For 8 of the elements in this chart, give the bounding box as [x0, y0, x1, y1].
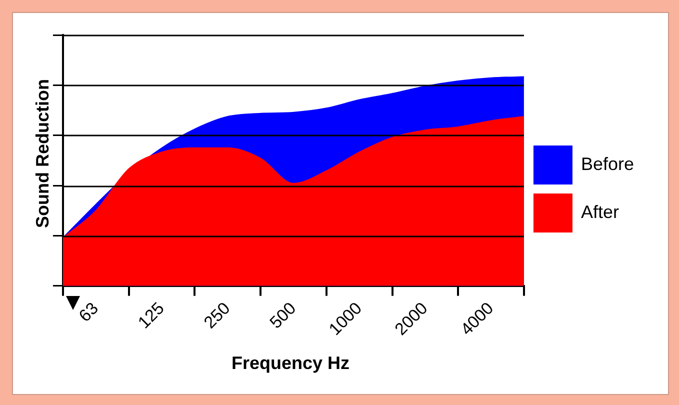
x-tick-label: 125: [134, 298, 168, 332]
x-axis-title: Frequency Hz: [230, 353, 351, 374]
x-tick-label: 63: [75, 298, 102, 326]
x-tick-label: 500: [266, 298, 300, 332]
legend-label: After: [580, 202, 619, 222]
x-tick-label: 250: [200, 298, 234, 332]
y-axis-title: Sound Reduction: [32, 78, 54, 230]
legend-label: Before: [580, 154, 634, 174]
